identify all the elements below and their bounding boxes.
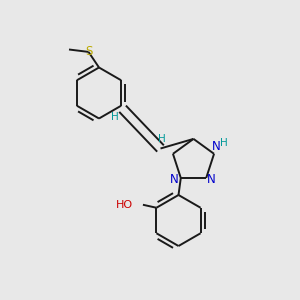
Text: H: H [158, 134, 166, 144]
Text: H: H [111, 112, 119, 122]
Text: H: H [220, 138, 227, 148]
Text: N: N [207, 173, 216, 186]
Text: HO: HO [116, 200, 133, 210]
Text: S: S [85, 45, 92, 58]
Text: N: N [170, 173, 178, 186]
Text: N: N [212, 140, 221, 153]
